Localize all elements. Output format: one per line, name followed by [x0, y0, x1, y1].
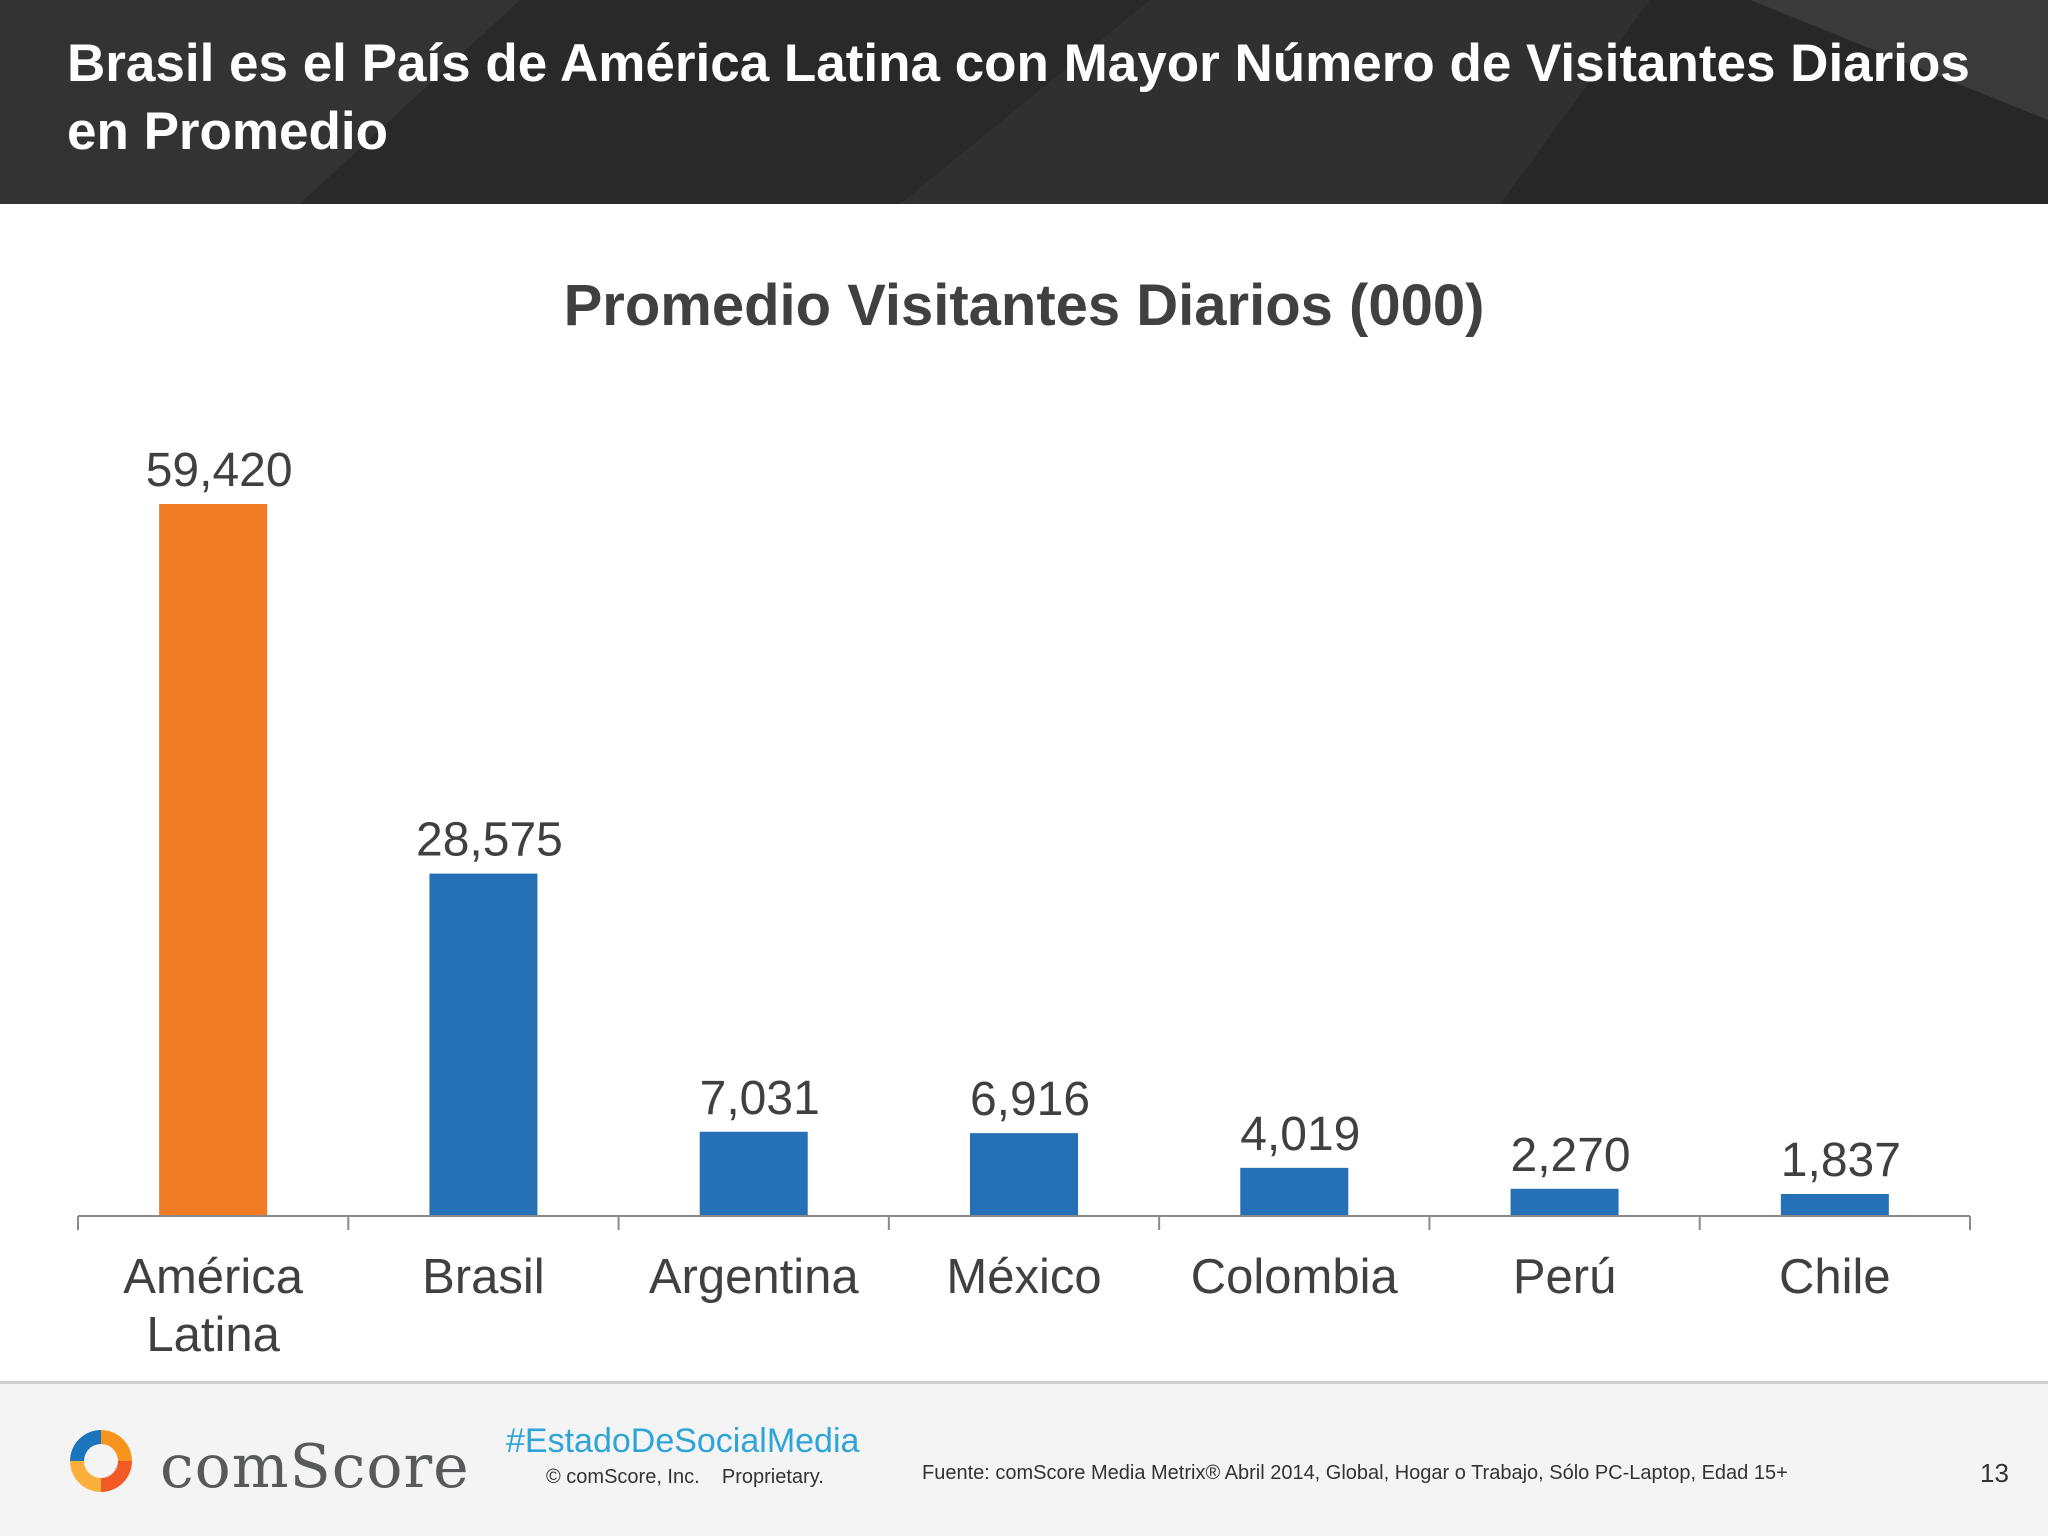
copyright-text: © comScore, Inc. Proprietary. — [546, 1466, 824, 1488]
category-label-5: Perú — [1513, 1250, 1617, 1304]
category-label-2: Argentina — [649, 1250, 860, 1304]
category-label-6: Chile — [1779, 1250, 1891, 1304]
bar-5 — [1510, 1188, 1619, 1216]
category-label-4: Colombia — [1191, 1250, 1399, 1304]
chart-title: Promedio Visitantes Diarios (000) — [563, 273, 1485, 338]
data-label-0: 59,420 — [146, 444, 293, 497]
data-label-4: 4,019 — [1240, 1108, 1360, 1161]
data-label-5: 2,270 — [1511, 1129, 1631, 1182]
category-label-0: América Latina — [123, 1250, 303, 1362]
slide-footer — [0, 1384, 2048, 1536]
brand-name: comScore — [160, 1432, 470, 1502]
bar-2 — [699, 1131, 808, 1216]
data-label-1: 28,575 — [416, 814, 563, 867]
category-label-3: México — [946, 1250, 1101, 1304]
header-background — [0, 0, 2048, 204]
source-note: Fuente: comScore Media Metrix® Abril 201… — [922, 1462, 1788, 1484]
bar-3 — [970, 1133, 1078, 1216]
bar-0 — [159, 504, 268, 1216]
slide-header: Brasil es el País de América Latina con … — [0, 0, 2048, 204]
bar-chart: 59,420 América Latina 28,575 Brasil 7,031 Arge… — [77, 444, 1971, 1362]
category-label-1: Brasil — [422, 1250, 545, 1304]
data-label-3: 6,916 — [970, 1073, 1090, 1126]
footer-divider — [0, 1381, 2048, 1384]
bar-4 — [1240, 1167, 1349, 1216]
page-number: 13 — [1980, 1458, 2009, 1488]
hashtag-link[interactable]: #EstadoDeSocialMedia — [506, 1422, 860, 1460]
data-label-6: 1,837 — [1781, 1134, 1901, 1187]
data-label-2: 7,031 — [700, 1072, 820, 1125]
comscore-logo-icon — [70, 1430, 132, 1492]
bar-1 — [429, 873, 538, 1216]
bar-6 — [1780, 1193, 1889, 1216]
slide-title: Brasil es el País de América Latina con … — [67, 34, 1970, 161]
